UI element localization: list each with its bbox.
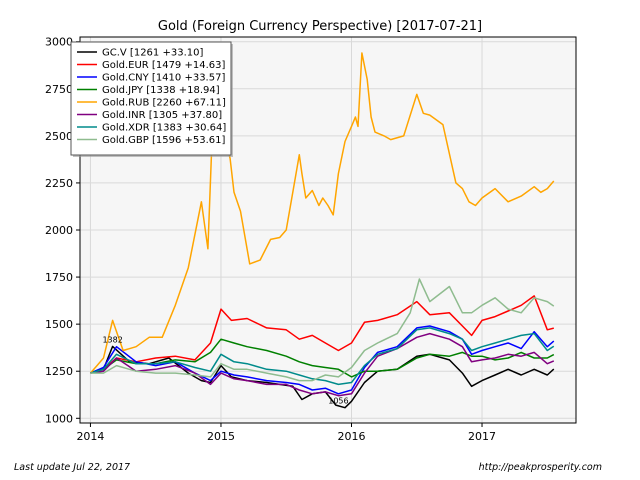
series-line-2 xyxy=(90,325,555,395)
legend-entry: Gold.INR [1305 +37.80] xyxy=(102,110,222,121)
series-line-4 xyxy=(89,52,555,374)
series-line-1 xyxy=(90,295,554,374)
annotation-label: 1382 xyxy=(102,335,122,344)
x-tick-label: 2016 xyxy=(337,430,365,443)
legend-entry: Gold.RUB [2260 +67.11] xyxy=(102,98,226,109)
series-layer xyxy=(89,52,555,409)
legend-entry: Gold.XDR [1383 +30.64] xyxy=(102,123,226,134)
series-line-5 xyxy=(90,332,555,397)
y-tick-label: 3000 xyxy=(45,36,73,49)
series-line-0 xyxy=(90,345,555,409)
chart-title: Gold (Foreign Currency Perspective) [201… xyxy=(158,19,482,34)
annotations: 1382 1056 xyxy=(102,335,348,405)
last-update-label: Last update Jul 22, 2017 xyxy=(14,462,131,473)
legend-entry: Gold.CNY [1410 +33.57] xyxy=(102,73,225,84)
y-tick-label: 2500 xyxy=(45,130,73,143)
source-url-label: http://peakprosperity.com xyxy=(478,462,602,473)
legend-entry: Gold.EUR [1479 +14.63] xyxy=(102,60,225,71)
y-tick-label: 2750 xyxy=(45,83,73,96)
y-tick-label: 1250 xyxy=(45,365,73,378)
grid xyxy=(80,37,576,423)
annotation-label: 1056 xyxy=(328,397,348,406)
series-line-6 xyxy=(90,327,555,386)
legend-entry: Gold.GBP [1596 +53.61] xyxy=(102,135,226,146)
x-tick-label: 2015 xyxy=(207,430,235,443)
y-tick-label: 2000 xyxy=(45,224,73,237)
axis-ticks: 2014 2015 2016 2017 1000 1250 1500 1750 2000 2250… xyxy=(45,36,496,443)
legend-entry: Gold.JPY [1338 +18.94] xyxy=(102,85,220,96)
y-tick-label: 1000 xyxy=(45,412,73,425)
legend: GC.V [1261 +33.10]Gold.EUR [1479 +14.63]… xyxy=(70,41,233,157)
y-tick-label: 1500 xyxy=(45,318,73,331)
x-tick-label: 2017 xyxy=(468,430,496,443)
legend-entry: GC.V [1261 +33.10] xyxy=(102,48,203,59)
y-tick-label: 1750 xyxy=(45,271,73,284)
legend-box xyxy=(70,41,232,156)
series-line-7 xyxy=(90,278,555,382)
x-tick-label: 2014 xyxy=(76,430,104,443)
y-tick-label: 2250 xyxy=(45,177,73,190)
